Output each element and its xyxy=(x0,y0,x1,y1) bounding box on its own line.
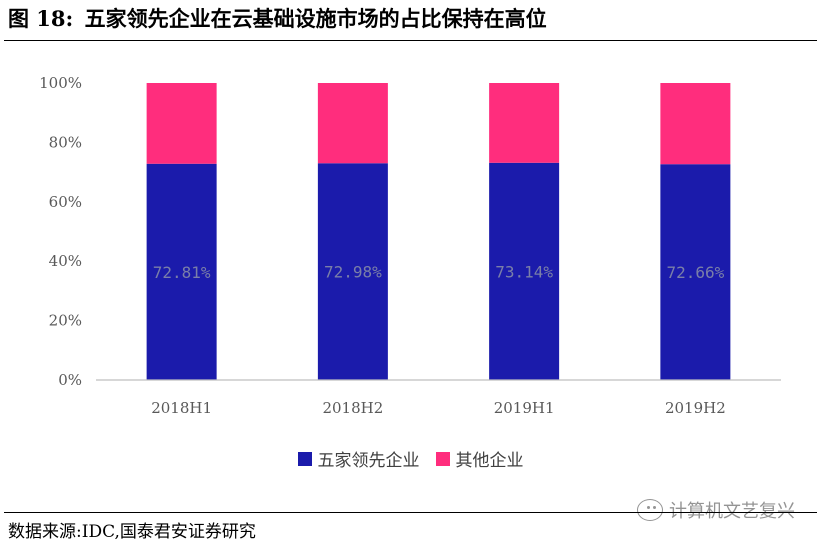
figure-number: 图 18: xyxy=(8,6,74,31)
y-tick-label: 60% xyxy=(49,193,82,211)
source-note: 数据来源:IDC,国泰君安证券研究 xyxy=(8,522,256,542)
figure-title-text: 五家领先企业在云基础设施市场的占比保持在高位 xyxy=(84,6,547,31)
bar-segment-others xyxy=(660,83,731,165)
y-tick-label: 80% xyxy=(49,133,82,151)
y-tick-label: 40% xyxy=(49,252,82,270)
y-tick-label: 100% xyxy=(39,74,82,92)
source-rule xyxy=(4,512,817,513)
chart-legend: 五家领先企业 其他企业 xyxy=(0,446,821,471)
x-tick-label: 2018H1 xyxy=(151,399,212,417)
y-tick-label: 0% xyxy=(58,371,82,389)
data-label: 72.66% xyxy=(666,263,724,282)
legend-item-leading: 五家领先企业 xyxy=(297,446,420,471)
bar-segment-others xyxy=(489,83,560,163)
bars: 72.81% 72.98% 73.14% 72.66% xyxy=(146,83,731,380)
figure-title: 图 18: 五家领先企业在云基础设施市场的占比保持在高位 xyxy=(8,4,813,34)
wechat-icon xyxy=(637,499,663,521)
y-tick-label: 20% xyxy=(49,312,82,330)
watermark: 计算机文艺复兴 xyxy=(637,497,795,523)
bar-segment-others xyxy=(146,83,217,164)
stacked-bar-chart: 0%20%40%60%80%100% 72.81% 72.98% 73.14% 72.… xyxy=(39,74,781,417)
legend-swatch-leading xyxy=(297,451,312,466)
legend-label-others: 其他企业 xyxy=(455,451,524,471)
legend-swatch-others xyxy=(435,451,450,466)
bar-segment-leading xyxy=(146,163,217,380)
x-tick-label: 2019H1 xyxy=(494,399,555,417)
data-label: 72.98% xyxy=(324,263,382,282)
watermark-text: 计算机文艺复兴 xyxy=(669,501,795,522)
x-axis: 2018H1 2018H2 2019H1 2019H2 xyxy=(96,379,781,417)
legend-item-others: 其他企业 xyxy=(435,446,524,471)
bar-segment-leading xyxy=(489,162,560,380)
data-label: 73.14% xyxy=(495,262,553,281)
title-rule xyxy=(4,40,817,41)
y-axis: 0% 20% 40% 60% 80% 100% xyxy=(39,74,82,389)
bar-segment-others xyxy=(317,83,388,164)
bar-segment-leading xyxy=(317,163,388,380)
bar-segment-leading xyxy=(660,164,731,380)
legend-label-leading: 五家领先企业 xyxy=(317,451,420,471)
x-tick-label: 2018H2 xyxy=(322,399,383,417)
x-tick-label: 2019H2 xyxy=(665,399,726,417)
data-label: 72.81% xyxy=(153,263,211,282)
